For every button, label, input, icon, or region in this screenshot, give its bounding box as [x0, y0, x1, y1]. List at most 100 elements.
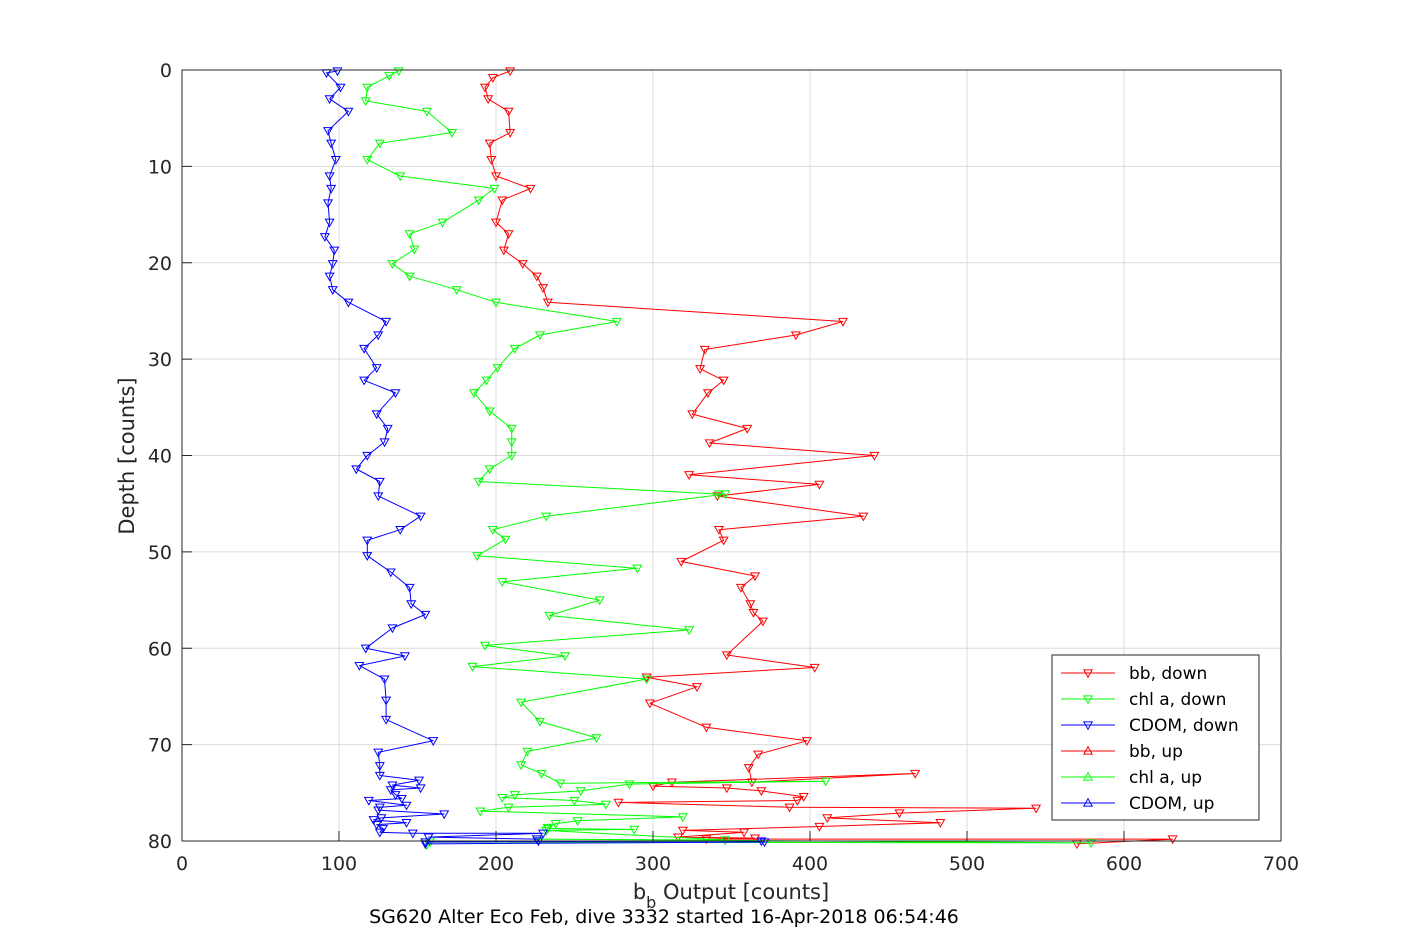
data-point [362, 155, 373, 165]
data-point [522, 747, 533, 757]
data-point [677, 826, 688, 836]
data-point [484, 407, 495, 417]
data-point [542, 298, 553, 308]
data-point [641, 673, 652, 683]
data-point [569, 796, 580, 806]
data-point [479, 641, 491, 651]
data-point [695, 365, 706, 374]
data-point [575, 787, 586, 797]
x-tick-label: 100 [321, 853, 357, 875]
data-point [415, 784, 426, 794]
data-point [329, 246, 340, 256]
data-point [489, 184, 500, 194]
data-point [467, 662, 478, 672]
data-point [373, 492, 384, 502]
data-point [718, 536, 729, 546]
x-tick-label: 400 [792, 853, 828, 875]
data-point [641, 675, 652, 685]
data-point [756, 787, 767, 797]
data-point [684, 626, 695, 636]
data-point [534, 717, 546, 727]
legend-label: CDOM, up [1129, 794, 1214, 814]
data-point [792, 796, 803, 806]
data-point [374, 771, 385, 781]
series-layer [319, 67, 1178, 851]
data-point [721, 784, 732, 794]
legend-box [1051, 654, 1260, 821]
data-point [534, 331, 546, 341]
data-point [332, 67, 343, 77]
data-point [415, 512, 426, 522]
data-point [594, 596, 605, 606]
data-point [439, 810, 450, 820]
data-point [387, 260, 398, 269]
data-point [354, 661, 365, 671]
data-point [784, 803, 795, 813]
data-point [404, 583, 415, 593]
data-point [343, 298, 354, 308]
data-point [492, 364, 503, 374]
legend: bb, down chl a, down CDOM, down bb, up chl a… [1051, 654, 1260, 821]
data-point [324, 272, 335, 282]
y-tick-label: 50 [148, 542, 172, 564]
data-point [387, 781, 398, 791]
tick-labels: 0 100 200 300 400 500 600 700 0 10 20 30 40 50 60 70 80 [148, 60, 1299, 875]
data-point [742, 424, 753, 434]
data-point [362, 536, 373, 546]
data-point [497, 196, 508, 206]
data-point [409, 245, 420, 255]
data-point [490, 172, 502, 182]
data-point [611, 317, 622, 327]
data-point [451, 286, 462, 295]
data-point [490, 218, 502, 228]
data-point [503, 803, 514, 813]
data-point [371, 410, 382, 420]
data-point [374, 477, 385, 487]
legend-label: CDOM, down [1129, 716, 1239, 736]
data-point [509, 344, 520, 354]
data-point [343, 107, 354, 117]
data-point [801, 737, 812, 746]
data-point [701, 723, 712, 733]
data-point [506, 424, 517, 434]
data-point [756, 837, 767, 847]
y-tick-label: 80 [148, 831, 172, 853]
series-line [324, 70, 765, 845]
data-point [743, 764, 754, 773]
data-point [384, 72, 395, 81]
data-point [538, 829, 549, 839]
legend-label: chl a, down [1129, 690, 1226, 710]
data-point [437, 218, 448, 228]
data-point [541, 512, 552, 522]
data-point [483, 95, 494, 105]
data-point [414, 776, 425, 786]
data-point [718, 376, 729, 386]
data-point [536, 769, 547, 779]
data-point [720, 490, 731, 500]
data-point [479, 83, 491, 93]
data-point [721, 651, 732, 661]
data-point [484, 139, 495, 149]
data-point [814, 480, 825, 490]
data-point [809, 663, 820, 673]
data-point [600, 800, 611, 810]
data-point [484, 465, 495, 475]
data-point [735, 583, 746, 593]
data-point [404, 272, 415, 282]
data-point [373, 806, 384, 816]
data-point [363, 796, 374, 806]
data-point [544, 611, 555, 621]
data-point [858, 512, 869, 522]
legend-marker [1082, 745, 1094, 755]
data-point [475, 807, 486, 817]
legend-label: chl a, up [1129, 768, 1202, 788]
data-point [753, 750, 764, 760]
data-point [837, 317, 849, 327]
data-point [822, 814, 833, 824]
y-tick-label: 40 [148, 446, 172, 468]
data-point [362, 552, 373, 561]
data-point [374, 828, 385, 838]
data-point [428, 737, 439, 746]
data-point [910, 769, 921, 779]
series-line [484, 70, 1174, 845]
